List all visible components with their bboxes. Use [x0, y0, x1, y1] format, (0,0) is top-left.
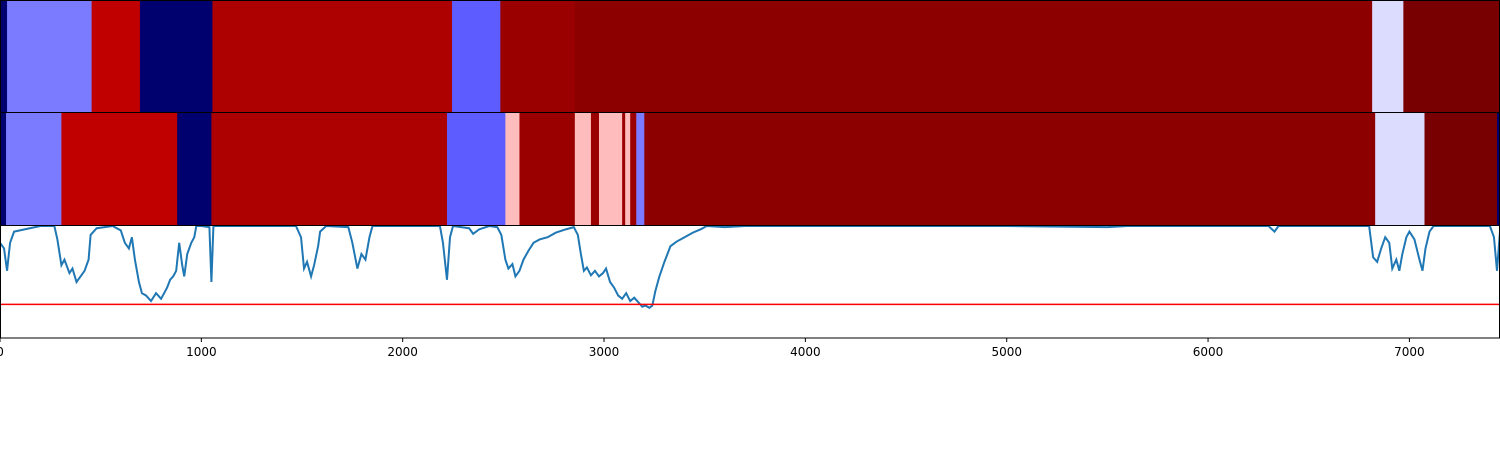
heatmap-row-2 [0, 113, 1500, 225]
heatmap-cell [505, 113, 521, 225]
signal-line-panel [0, 226, 1500, 309]
heatmap-cell [574, 1, 1373, 112]
heatmap-row-1 [0, 1, 1500, 112]
heatmap-cell [91, 1, 141, 112]
heatmap-cell [7, 1, 93, 112]
x-tick-label: 4000 [790, 345, 821, 359]
heatmap-cell [0, 1, 8, 112]
heatmap-cell [644, 113, 1376, 225]
heatmap-cell [61, 113, 178, 225]
heatmap-cell [1372, 1, 1404, 112]
heatmap-cell [500, 1, 576, 112]
x-tick-label: 2000 [387, 345, 418, 359]
x-tick-label: 6000 [1193, 345, 1224, 359]
heatmap-cell [211, 113, 448, 225]
panel-frame [0, 225, 1500, 339]
heatmap-cell [212, 1, 453, 112]
x-tick-label: 3000 [589, 345, 620, 359]
heatmap-cell [519, 113, 576, 225]
x-tick-label: 7000 [1394, 345, 1425, 359]
heatmap-cell [6, 113, 63, 225]
heatmap-cell [598, 113, 623, 225]
heatmap-cell [446, 113, 506, 225]
heatmap-cell [1375, 113, 1426, 225]
heatmap-cell [0, 113, 7, 225]
heatmap-cell [1424, 113, 1498, 225]
heatmap-cell [177, 113, 213, 225]
x-tick-label: 0 [0, 345, 4, 359]
heatmap-cell [622, 113, 626, 225]
x-axis: 0 1000 2000 3000 4000 5000 6000 7000 [0, 338, 1425, 359]
heatmap-cell [574, 113, 592, 225]
heatmap-cell [1403, 1, 1500, 112]
heatmap-cell [625, 113, 631, 225]
heatmap-cell [452, 1, 501, 112]
signal-series-line [0, 226, 1500, 309]
heatmap-cell [636, 113, 645, 225]
heatmap-cell [590, 113, 600, 225]
x-tick-label: 5000 [991, 345, 1022, 359]
heatmap-cell [139, 1, 214, 112]
heatmap-cell [630, 113, 637, 225]
x-tick-label: 1000 [186, 345, 217, 359]
heatmap-cell [1496, 113, 1500, 225]
